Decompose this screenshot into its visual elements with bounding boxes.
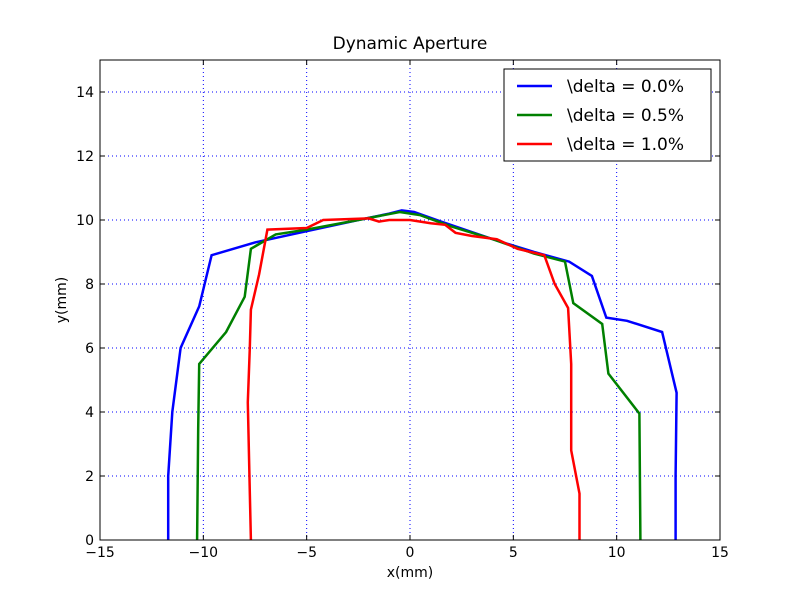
x-tick-label: 5 [509, 545, 518, 561]
y-tick-label: 6 [85, 341, 94, 357]
y-axis-label: y(mm) [54, 277, 70, 323]
legend: \delta = 0.0% \delta = 0.5% \delta = 1.0% [503, 68, 712, 162]
chart-title: Dynamic Aperture [333, 34, 488, 54]
x-tick-label: 15 [711, 545, 729, 561]
y-tick-label: 8 [85, 277, 94, 293]
series-line-0 [166, 209, 678, 540]
y-tick-label: 0 [85, 533, 94, 549]
y-tick-label: 14 [76, 85, 94, 101]
x-axis-label: x(mm) [387, 565, 433, 581]
x-tick-label: 10 [608, 545, 626, 561]
legend-label: \delta = 1.0% [567, 135, 684, 155]
x-tick-label: −5 [296, 545, 317, 561]
legend-label: \delta = 0.0% [567, 77, 684, 97]
x-tick-label: 0 [406, 545, 415, 561]
x-tick-label: −15 [85, 545, 115, 561]
series-line-1 [195, 210, 642, 541]
legend-label: \delta = 0.5% [567, 106, 684, 126]
y-tick-label: 10 [76, 213, 94, 229]
y-tick-label: 2 [85, 469, 94, 485]
series-line-2 [246, 217, 581, 541]
axis-ticks: −15 −10 −5 0 5 10 15 0 2 4 6 8 10 12 14 [76, 60, 729, 561]
y-tick-label: 4 [85, 405, 94, 421]
series-lines [166, 209, 678, 541]
x-tick-label: −10 [189, 545, 219, 561]
y-tick-label: 12 [76, 149, 94, 165]
